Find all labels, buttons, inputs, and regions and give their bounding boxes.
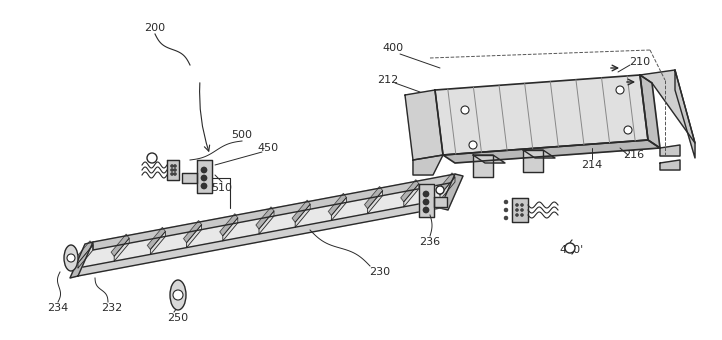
Polygon shape [437, 173, 455, 195]
Polygon shape [150, 232, 165, 254]
Polygon shape [197, 160, 212, 193]
Circle shape [201, 167, 207, 173]
Text: 500: 500 [232, 130, 253, 140]
Text: 450: 450 [258, 143, 279, 153]
Polygon shape [473, 155, 505, 163]
Polygon shape [167, 160, 179, 180]
Polygon shape [367, 191, 383, 214]
Polygon shape [78, 200, 440, 276]
Polygon shape [259, 211, 274, 234]
Ellipse shape [64, 245, 78, 271]
Text: 510: 510 [212, 183, 232, 193]
Polygon shape [93, 174, 455, 250]
Polygon shape [675, 70, 695, 158]
Circle shape [170, 172, 173, 175]
Circle shape [565, 243, 575, 253]
Polygon shape [413, 155, 443, 175]
Polygon shape [419, 184, 434, 217]
Text: 230: 230 [370, 267, 391, 277]
Polygon shape [404, 184, 419, 207]
Circle shape [423, 199, 429, 205]
Polygon shape [365, 187, 383, 209]
Polygon shape [292, 200, 310, 222]
Circle shape [624, 126, 632, 134]
Circle shape [423, 207, 429, 213]
Text: 232: 232 [101, 303, 123, 313]
Circle shape [170, 165, 173, 168]
Circle shape [173, 169, 176, 171]
Circle shape [67, 254, 75, 262]
Text: 234: 234 [48, 303, 69, 313]
Text: 236: 236 [419, 237, 440, 247]
Polygon shape [186, 225, 201, 248]
Polygon shape [78, 182, 455, 268]
Circle shape [436, 186, 444, 194]
Polygon shape [401, 180, 419, 202]
Circle shape [516, 214, 518, 217]
Polygon shape [183, 221, 201, 243]
Polygon shape [443, 140, 660, 163]
Polygon shape [78, 245, 93, 268]
Polygon shape [223, 218, 238, 241]
Circle shape [504, 216, 508, 220]
Polygon shape [440, 177, 455, 200]
Circle shape [504, 200, 508, 204]
Circle shape [521, 208, 523, 211]
Polygon shape [660, 160, 680, 170]
Circle shape [170, 169, 173, 171]
Polygon shape [147, 227, 165, 250]
Text: 216: 216 [623, 150, 645, 160]
Circle shape [173, 172, 176, 175]
Ellipse shape [170, 280, 186, 310]
Circle shape [461, 106, 469, 114]
Circle shape [469, 141, 477, 149]
Circle shape [173, 165, 176, 168]
Polygon shape [473, 155, 493, 177]
Polygon shape [640, 75, 660, 148]
Polygon shape [640, 70, 695, 143]
Polygon shape [660, 145, 680, 156]
Polygon shape [256, 207, 274, 229]
Polygon shape [295, 204, 310, 227]
Text: 200: 200 [144, 23, 165, 33]
Polygon shape [331, 198, 347, 220]
Polygon shape [75, 241, 93, 263]
Polygon shape [114, 238, 129, 261]
Circle shape [516, 204, 518, 206]
Polygon shape [435, 75, 648, 155]
Circle shape [201, 183, 207, 189]
Text: 214: 214 [581, 160, 603, 170]
Polygon shape [512, 198, 528, 222]
Polygon shape [219, 214, 238, 236]
Polygon shape [111, 234, 129, 256]
Text: 250: 250 [168, 313, 188, 323]
Polygon shape [440, 174, 463, 210]
Circle shape [521, 204, 523, 206]
Polygon shape [434, 197, 447, 207]
Circle shape [201, 175, 207, 181]
Circle shape [147, 153, 157, 163]
Circle shape [423, 191, 429, 197]
Circle shape [173, 290, 183, 300]
Circle shape [521, 214, 523, 217]
Text: 400': 400' [560, 245, 584, 255]
Polygon shape [405, 90, 443, 160]
Text: 400: 400 [383, 43, 404, 53]
Polygon shape [329, 193, 347, 216]
Circle shape [516, 208, 518, 211]
Polygon shape [523, 150, 543, 172]
Polygon shape [182, 173, 197, 183]
Polygon shape [70, 242, 93, 278]
Text: 210: 210 [630, 57, 651, 67]
Circle shape [504, 208, 508, 212]
Text: 212: 212 [378, 75, 399, 85]
Circle shape [616, 86, 624, 94]
Polygon shape [523, 150, 555, 158]
